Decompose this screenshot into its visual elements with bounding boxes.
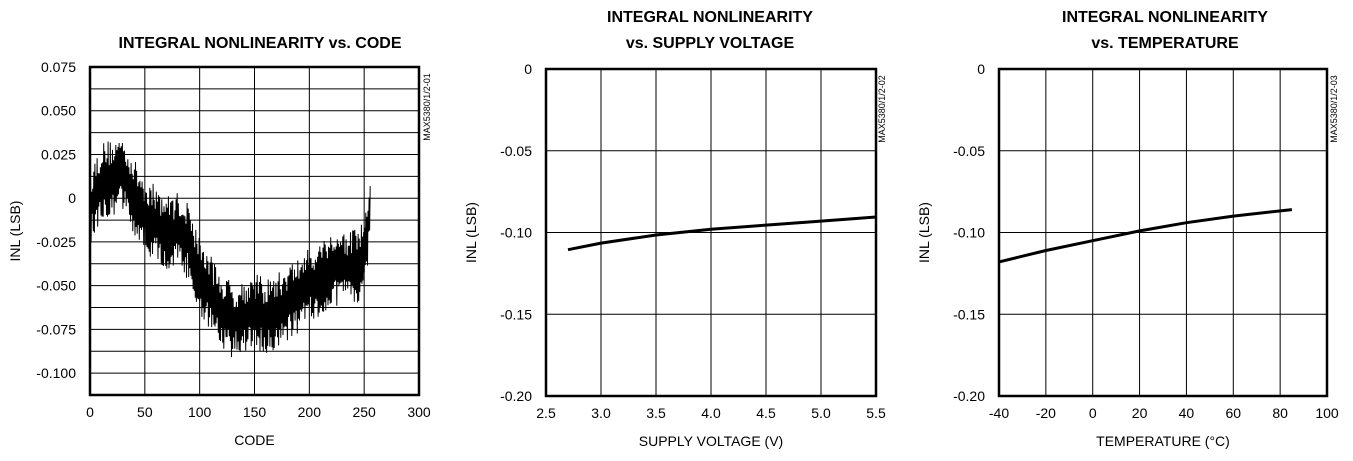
x-tick-label: 20 [1132,405,1148,421]
x-axis-label: CODE [234,432,274,448]
y-axis-label: INL (LSB) [916,202,932,263]
grid [546,69,876,396]
y-tick-label: -0.20 [953,388,985,404]
x-tick-label: -40 [989,405,1009,421]
y-tick-label: -0.100 [36,365,76,381]
x-tick-label: 3.0 [591,405,611,421]
y-tick-label: 0.050 [41,103,76,119]
x-tick-label: 5.0 [811,405,831,421]
x-tick-label: 4.0 [701,405,721,421]
figure-code: MAX5380/1/2-02 [877,75,887,143]
x-axis-label: SUPPLY VOLTAGE (V) [639,433,783,449]
x-tick-label: 5.5 [866,405,886,421]
x-tick-label: 3.5 [646,405,666,421]
x-tick-label: 40 [1179,405,1195,421]
y-tick-label: -0.15 [500,306,532,322]
x-tick-label: 200 [298,404,322,420]
y-tick-label: -0.05 [953,143,985,159]
plot-frame [997,67,1329,398]
x-tick-label: 2.5 [536,405,556,421]
y-tick-label: 0.025 [41,146,76,162]
figure-code: MAX5380/1/2-03 [1329,75,1339,143]
figure-code: MAX5380/1/2-01 [422,73,432,141]
x-tick-label: 50 [137,404,153,420]
x-tick-label: 0 [1089,405,1097,421]
y-tick-label: -0.050 [36,278,76,294]
chart-2: INTEGRAL NONLINEARITY vs. SUPPLY VOLTAGE 2… [463,9,887,449]
series-line [567,215,877,252]
plot-frame [544,67,878,398]
y-tick-label: 0.075 [41,59,76,75]
x-tick-label: 4.5 [756,405,776,421]
x-axis-label: TEMPERATURE (°C) [1096,433,1230,449]
chart-1: INTEGRAL NONLINEARITY vs. CODE 0 50 100 150 2… [7,35,432,448]
x-tick-label: 300 [407,404,431,420]
chart-title-line: INTEGRAL NONLINEARITY [607,9,813,26]
x-tick-label: 60 [1225,405,1241,421]
y-tick-label: 0 [524,61,532,77]
chart-title-line: INTEGRAL NONLINEARITY vs. CODE [119,35,402,52]
y-tick-label: -0.10 [500,225,532,241]
x-tick-label: -20 [1036,405,1056,421]
plot-frame [88,65,421,397]
y-axis-label: INL (LSB) [463,202,479,263]
y-axis-label: INL (LSB) [7,201,23,262]
x-tick-label: 80 [1272,405,1288,421]
series-line [998,208,1293,264]
x-tick-label: 100 [1315,405,1339,421]
y-tick-label: 0 [68,190,76,206]
x-tick-label: 100 [188,404,212,420]
y-tick-label: -0.15 [953,306,985,322]
y-tick-label: 0 [977,61,985,77]
y-tick-label: -0.05 [500,143,532,159]
grid [999,69,1327,396]
y-tick-label: -0.10 [953,225,985,241]
chart-title-line: vs. SUPPLY VOLTAGE [626,35,795,52]
y-tick-label: -0.075 [36,321,76,337]
y-tick-label: -0.20 [500,388,532,404]
series-line [89,141,371,358]
x-tick-label: 250 [352,404,376,420]
x-tick-label: 150 [243,404,267,420]
y-tick-label: -0.025 [36,234,76,250]
chart-title-line: INTEGRAL NONLINEARITY [1062,9,1268,26]
chart-title-line: vs. TEMPERATURE [1091,35,1239,52]
x-tick-label: 0 [86,404,94,420]
